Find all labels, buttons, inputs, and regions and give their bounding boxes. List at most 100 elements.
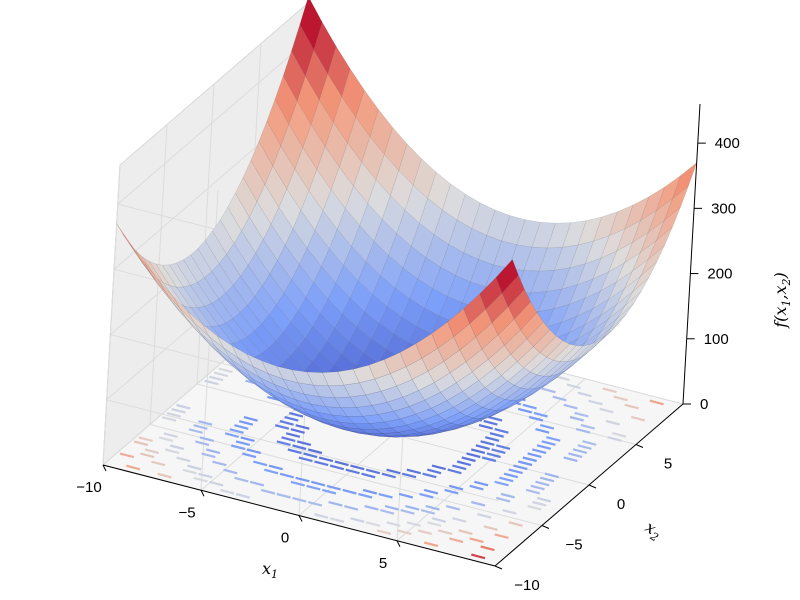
contour-segment xyxy=(499,476,514,483)
contour-segment xyxy=(276,492,291,499)
contour-segment xyxy=(503,472,519,479)
contour-segment xyxy=(469,484,484,491)
contour-segment xyxy=(193,424,208,430)
contour-segment xyxy=(246,448,261,455)
contour-segment xyxy=(169,444,185,451)
contour-segment xyxy=(386,468,401,475)
contour-segment xyxy=(530,484,545,491)
contour-segment xyxy=(447,468,462,475)
x1-tick-label: 0 xyxy=(281,530,289,547)
contour-segment xyxy=(445,505,461,511)
x2-tick-label: −5 xyxy=(565,537,582,554)
contour-segment xyxy=(469,537,484,544)
contour-segment xyxy=(229,428,244,434)
contour-segment xyxy=(218,367,233,374)
x2-tick-mark xyxy=(541,525,550,529)
contour-segment xyxy=(508,468,523,475)
contour-segment xyxy=(471,553,486,560)
contour-segment xyxy=(212,460,227,467)
contour-segment xyxy=(303,452,318,459)
contour-segment xyxy=(290,480,305,487)
contour-segment xyxy=(470,448,486,454)
contour-segment xyxy=(176,456,191,463)
contour-segment xyxy=(240,436,255,442)
contour-segment xyxy=(478,424,493,430)
contour-segment xyxy=(249,480,265,487)
contour-segment xyxy=(296,440,312,446)
contour-segment xyxy=(264,468,279,475)
contour-segment xyxy=(475,444,490,450)
contour-segment xyxy=(496,496,511,503)
contour-segment xyxy=(268,464,283,471)
contour-segment xyxy=(456,460,472,467)
surface-facet xyxy=(566,344,591,363)
x2-tick-mark xyxy=(494,565,503,570)
contour-segment xyxy=(243,416,258,422)
contour-segment xyxy=(329,464,345,471)
contour-segment xyxy=(539,424,555,430)
x2-tick-label: 5 xyxy=(664,456,672,473)
contour-segment xyxy=(253,460,268,467)
contour-segment xyxy=(533,411,548,418)
contour-segment xyxy=(489,432,504,438)
contour-segment xyxy=(298,456,313,463)
contour-segment xyxy=(195,440,210,447)
contour-segment xyxy=(334,460,349,467)
contour-segment xyxy=(466,452,481,459)
contour-segment xyxy=(444,488,459,495)
contour-segment xyxy=(287,448,302,455)
contour-segment xyxy=(220,488,235,495)
contour-segment xyxy=(350,464,365,471)
contour-segment xyxy=(528,415,544,422)
contour-segment xyxy=(517,407,533,414)
contour-segment xyxy=(307,501,323,507)
contour-segment xyxy=(485,436,500,442)
contour-segment xyxy=(494,480,509,487)
contour-segment xyxy=(539,476,555,483)
contour-segment xyxy=(314,460,329,467)
contour-segment xyxy=(126,464,141,471)
contour-segment xyxy=(204,379,219,386)
z-tick-label: 400 xyxy=(715,135,740,152)
contour-segment xyxy=(350,517,365,523)
contour-segment xyxy=(314,513,329,519)
contour-segment xyxy=(292,496,307,503)
contour-segment xyxy=(386,521,401,527)
contour-segment xyxy=(577,391,592,398)
contour-segment xyxy=(376,529,392,535)
z-axis-label: f(x1,x2) xyxy=(771,272,793,329)
contour-segment xyxy=(281,436,296,442)
contour-segment xyxy=(235,440,251,446)
contour-segment xyxy=(488,415,503,422)
contour-segment xyxy=(605,419,620,426)
contour-segment xyxy=(563,456,578,463)
contour-segment xyxy=(624,403,639,410)
contour-segment xyxy=(481,456,497,463)
contour-segment xyxy=(500,492,515,499)
x1-axis-label: x1 xyxy=(262,559,278,581)
surface-facet xyxy=(573,341,598,361)
contour-segment xyxy=(406,521,421,527)
contour-segment xyxy=(279,472,294,479)
x1-tick-mark xyxy=(200,490,205,497)
contour-segment xyxy=(419,492,434,499)
contour-segment xyxy=(566,383,581,390)
contour-segment xyxy=(344,505,359,511)
contour-segment xyxy=(423,541,439,548)
contour-segment xyxy=(422,472,437,479)
contour-segment xyxy=(260,488,276,495)
contour-segment xyxy=(342,488,357,495)
x1-tick-label: 5 xyxy=(379,555,387,572)
contour-segment xyxy=(365,521,381,527)
axes xyxy=(102,103,706,570)
contour-segment xyxy=(423,488,439,495)
contour-segment xyxy=(563,403,578,410)
contour-segment xyxy=(449,537,464,544)
contour-segment xyxy=(427,521,442,527)
z-tick-label: 0 xyxy=(700,396,708,413)
surface-facet xyxy=(609,303,634,330)
contour-segment xyxy=(276,440,291,446)
contour-segment xyxy=(400,509,415,515)
x1-tick-mark xyxy=(298,515,303,522)
